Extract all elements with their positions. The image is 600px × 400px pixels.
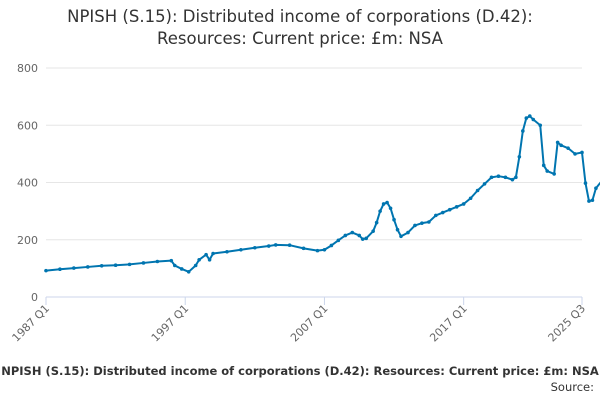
data-point	[204, 252, 208, 257]
x-tick-label: 1987 Q1	[10, 302, 53, 345]
data-point	[482, 182, 487, 186]
data-point	[566, 146, 570, 150]
y-tick-label: 0	[31, 291, 38, 304]
data-point	[413, 223, 417, 228]
data-point	[85, 265, 90, 269]
data-point	[395, 227, 400, 232]
y-tick-label: 600	[17, 119, 38, 132]
data-point	[301, 246, 306, 251]
data-point	[399, 234, 403, 239]
data-point	[517, 154, 522, 159]
chart-title-line-2: Resources: Current price: £m: NSA	[157, 29, 443, 48]
data-point	[179, 267, 184, 271]
data-point	[343, 233, 348, 238]
data-point	[541, 163, 546, 168]
data-point	[385, 200, 389, 205]
data-point	[207, 257, 212, 262]
data-point	[545, 169, 549, 173]
data-point	[329, 243, 334, 248]
data-point	[211, 251, 215, 256]
data-point	[315, 248, 320, 253]
data-point	[360, 237, 365, 241]
data-point	[127, 262, 132, 267]
x-tick-label: 2025 Q3	[546, 302, 589, 345]
data-point	[538, 123, 543, 128]
data-point	[524, 116, 529, 120]
data-point	[510, 177, 515, 182]
data-point	[186, 270, 191, 274]
data-point	[440, 210, 445, 215]
data-point	[521, 129, 525, 133]
data-point	[141, 261, 146, 265]
y-tick-label: 200	[17, 234, 38, 247]
data-point	[374, 220, 379, 225]
x-tick-label: 2007 Q1	[288, 302, 331, 345]
gridlines	[46, 67, 582, 241]
data-point	[322, 247, 327, 252]
data-point	[427, 220, 431, 224]
data-point	[392, 217, 396, 222]
data-point	[594, 186, 598, 191]
data-point	[406, 230, 410, 235]
data-point	[531, 117, 536, 122]
data-point	[72, 266, 76, 270]
data-point	[388, 206, 393, 211]
data-point	[58, 267, 62, 272]
data-point	[381, 202, 386, 206]
data-point	[503, 175, 508, 180]
data-point	[197, 257, 201, 262]
data-point	[590, 198, 595, 203]
data-point	[193, 263, 198, 268]
data-point	[350, 230, 355, 235]
data-point	[559, 143, 563, 148]
data-point	[583, 181, 588, 185]
data-point	[420, 221, 424, 225]
data-point	[225, 249, 229, 254]
data-point	[287, 243, 292, 247]
x-tick-label: 2017 Q1	[427, 302, 470, 345]
y-tick-label: 400	[17, 177, 38, 190]
data-point	[371, 229, 375, 233]
data-point	[552, 172, 556, 176]
data-point	[155, 259, 160, 264]
data-point	[514, 175, 518, 180]
chart-title-line-1: NPISH (S.15): Distributed income of corp…	[67, 7, 533, 26]
legend-label: NPISH (S.15): Distributed income of corp…	[1, 364, 599, 378]
y-tick-label: 800	[17, 62, 38, 75]
data-point	[253, 245, 257, 250]
data-point	[461, 202, 466, 206]
data-point	[587, 199, 591, 203]
data-point	[468, 196, 473, 201]
data-point	[266, 244, 271, 248]
source-label: Source:	[550, 380, 594, 394]
data-point	[378, 209, 382, 213]
data-point	[273, 243, 278, 247]
data-point	[434, 213, 438, 218]
data-point	[454, 205, 459, 209]
data-point	[489, 175, 494, 180]
data-point	[573, 152, 577, 156]
data-point	[364, 236, 369, 241]
data-point	[496, 174, 501, 178]
data-point	[475, 188, 480, 193]
axes: 0 200 400 600 800 1987 Q1 1997 Q1 2007 Q1 2017 Q…	[10, 62, 589, 344]
chart-title: NPISH (S.15): Distributed income of corp…	[0, 6, 600, 50]
series-layer	[44, 114, 600, 274]
data-point	[555, 140, 560, 145]
data-point	[239, 247, 243, 252]
series-line	[45, 115, 600, 273]
data-point	[336, 238, 341, 243]
data-point	[44, 268, 48, 273]
data-point	[580, 150, 584, 155]
data-point	[447, 207, 452, 212]
data-point	[99, 264, 104, 268]
data-point	[527, 114, 532, 118]
data-point	[113, 263, 118, 268]
x-tick-label: 1997 Q1	[149, 302, 192, 345]
data-point	[172, 263, 177, 268]
data-point	[169, 258, 174, 263]
data-point	[357, 233, 362, 238]
